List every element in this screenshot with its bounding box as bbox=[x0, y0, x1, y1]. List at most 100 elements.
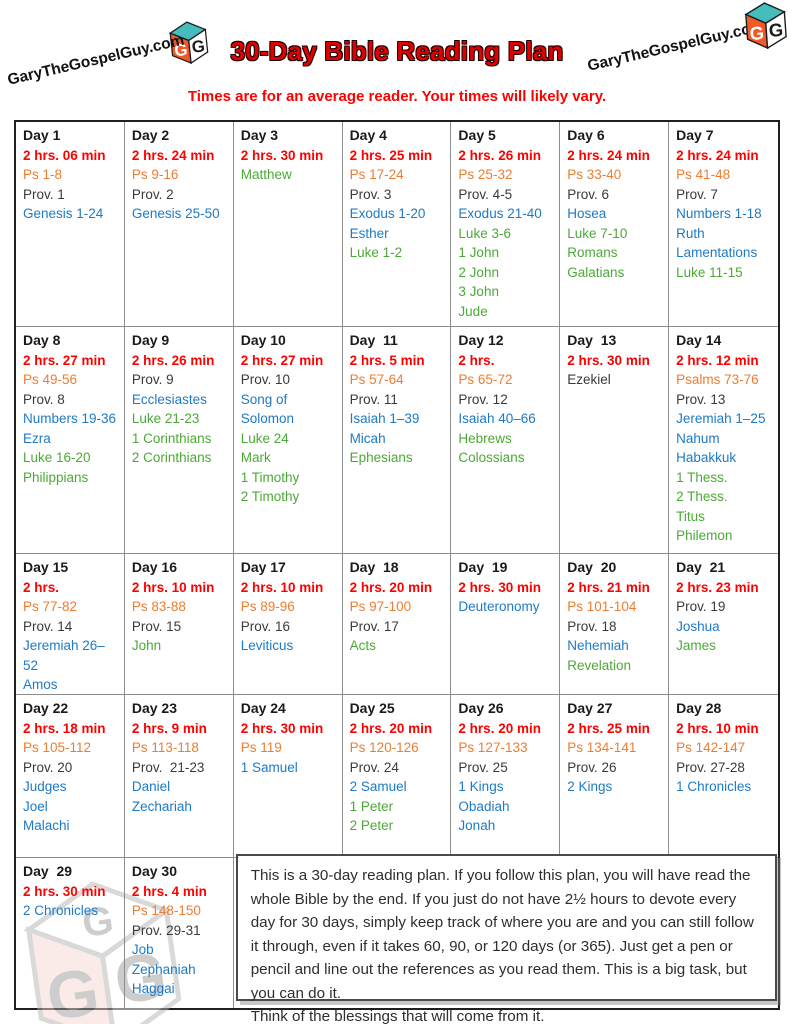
reading-reference: 2 Corinthians bbox=[131, 450, 212, 465]
reading-reference: Prov. 15 bbox=[131, 618, 182, 634]
day-label: Day 26 bbox=[458, 700, 504, 716]
reading-reference: Amos bbox=[23, 677, 58, 692]
reading-reference: Ecclesiastes bbox=[131, 391, 207, 407]
day-label: Day 10 bbox=[240, 332, 286, 348]
reading-time: 2 hrs. 30 min bbox=[567, 352, 650, 368]
reading-reference: Prov. 13 bbox=[676, 391, 726, 407]
reading-reference: Genesis 1-24 bbox=[23, 206, 104, 221]
reading-reference: Ps 1-8 bbox=[23, 167, 63, 182]
reading-time: 2 hrs. 30 min bbox=[240, 147, 324, 163]
reading-reference: Obadiah bbox=[458, 798, 510, 814]
reading-reference: Ps 33-40 bbox=[567, 167, 622, 182]
reading-reference: Ps 83-88 bbox=[131, 599, 186, 614]
day-label: Day 14 bbox=[676, 332, 722, 348]
reading-plan-table: G G G Day 1 2 hrs. 06 min Ps 1-8 Prov. 1 Gen… bbox=[14, 120, 780, 1024]
reading-reference: Revelation bbox=[567, 657, 632, 673]
reading-reference: Ps 113-118 bbox=[131, 740, 199, 755]
plan-note: This is a 30-day reading plan. If you fo… bbox=[235, 854, 777, 1024]
svg-text:G: G bbox=[749, 22, 765, 44]
day-cell-26: Day 26 2 hrs. 20 min Ps 127-133 Prov. 25 1 K… bbox=[451, 695, 561, 858]
reading-reference: 2 Samuel bbox=[349, 779, 407, 794]
reading-time: 2 hrs. 18 min bbox=[23, 720, 106, 736]
svg-text:G: G bbox=[79, 898, 116, 946]
day-cell-24: Day 24 2 hrs. 30 min Ps 119 1 Samuel bbox=[233, 695, 343, 858]
day-cell-30: Day 30 2 hrs. 4 min Ps 148-150 Prov. 29-31 J… bbox=[125, 858, 234, 1008]
reading-reference: Prov. 12 bbox=[458, 391, 508, 407]
reading-reference: Titus bbox=[676, 508, 705, 524]
reading-reference: Isaiah 1–39 bbox=[349, 411, 420, 426]
svg-text:G: G bbox=[191, 37, 206, 57]
reading-reference: James bbox=[676, 638, 716, 653]
reading-reference: 1 Corinthians bbox=[131, 430, 212, 446]
day-label: Day 11 bbox=[349, 332, 398, 348]
day-cell-19: Day 19 2 hrs. 30 min Deuteronomy bbox=[451, 554, 561, 695]
day-label: Day 24 bbox=[240, 700, 286, 716]
reading-time: 2 hrs. 26 min bbox=[131, 352, 215, 368]
reading-reference: Prov. 29-31 bbox=[131, 922, 201, 938]
reading-reference: Ps 17-24 bbox=[349, 167, 404, 182]
day-label: Day 12 bbox=[458, 332, 504, 348]
reading-reference: 2 Chronicles bbox=[23, 903, 99, 918]
day-cell-21: Day 21 2 hrs. 23 min Prov. 19 Joshua James bbox=[669, 554, 778, 695]
reading-reference: Galatians bbox=[567, 264, 625, 280]
reading-time: 2 hrs. 10 min bbox=[240, 579, 324, 595]
reading-reference: Luke 7-10 bbox=[567, 225, 628, 241]
day-label: Day 19 bbox=[458, 559, 508, 575]
day-cell-16: Day 16 2 hrs. 10 min Ps 83-88 Prov. 15 John bbox=[124, 554, 234, 695]
day-label: Day 9 bbox=[131, 332, 170, 348]
reading-reference: Matthew bbox=[240, 167, 292, 182]
day-cell-1: Day 1 2 hrs. 06 min Ps 1-8 Prov. 1 Genesis 1… bbox=[16, 122, 125, 327]
reading-reference: Ps 65-72 bbox=[458, 372, 513, 387]
reading-reference: 1 John bbox=[458, 245, 499, 260]
reading-reference: Prov. 19 bbox=[676, 599, 726, 614]
day-cell-29: Day 29 2 hrs. 30 min 2 Chronicles bbox=[16, 858, 125, 1008]
day-cell-14: Day 14 2 hrs. 12 min Psalms 73-76 Prov. 13 J… bbox=[669, 327, 778, 554]
reading-reference: Ps 77-82 bbox=[23, 599, 78, 614]
day-cell-10: Day 10 2 hrs. 27 min Prov. 10 Song of Solom… bbox=[233, 327, 343, 554]
reading-reference: Prov. 2 bbox=[131, 186, 174, 202]
day-label: Day 3 bbox=[240, 127, 279, 143]
reading-reference: Luke 16-20 bbox=[23, 450, 91, 465]
svg-text:G: G bbox=[768, 19, 784, 41]
reading-reference: Joel bbox=[23, 798, 48, 814]
reading-time: 2 hrs. 25 min bbox=[349, 147, 433, 163]
reading-reference: Deuteronomy bbox=[458, 599, 540, 614]
reading-reference: Ps 97-100 bbox=[349, 599, 412, 614]
reading-reference: Micah bbox=[349, 430, 386, 446]
reading-reference: Philippians bbox=[23, 469, 89, 485]
reading-reference: Prov. 17 bbox=[349, 618, 399, 634]
reading-reference: Luke 1-2 bbox=[349, 245, 403, 260]
reading-reference: Exodus 1-20 bbox=[349, 206, 426, 221]
day-label: Day 2 bbox=[131, 127, 170, 143]
reading-reference: Ps 120-126 bbox=[349, 740, 419, 755]
reading-reference: Acts bbox=[349, 638, 376, 653]
reading-reference: Numbers 1-18 bbox=[676, 206, 762, 221]
reading-time: 2 hrs. bbox=[458, 352, 495, 368]
reading-reference: Zephaniah bbox=[131, 961, 196, 977]
day-cell-17: Day 17 2 hrs. 10 min Ps 89-96 Prov. 16 Levit… bbox=[233, 554, 343, 695]
day-label: Day 27 bbox=[567, 700, 613, 716]
reading-reference: Prov. 3 bbox=[349, 186, 392, 202]
reading-reference: Mark bbox=[240, 450, 271, 465]
reading-reference: Ezekiel bbox=[567, 372, 611, 387]
day-label: Day 18 bbox=[349, 559, 399, 575]
reading-time: 2 hrs. 20 min bbox=[458, 720, 541, 736]
reading-reference: Ps 127-133 bbox=[458, 740, 528, 755]
reading-reference: Ps 57-64 bbox=[349, 372, 404, 387]
reading-time: 2 hrs. 24 min bbox=[567, 147, 650, 163]
note-cell: This is a 30-day reading plan. If you fo… bbox=[234, 854, 778, 1024]
reading-reference: Job bbox=[131, 942, 154, 957]
day-cell-7: Day 7 2 hrs. 24 min Ps 41-48 Prov. 7 Numbers… bbox=[669, 122, 778, 327]
reading-reference: Luke 3-6 bbox=[458, 225, 511, 241]
reading-reference: Prov. 1 bbox=[23, 186, 65, 202]
day-cell-3: Day 3 2 hrs. 30 min Matthew bbox=[233, 122, 343, 327]
reading-reference: Habakkuk bbox=[676, 450, 737, 465]
svg-text:G: G bbox=[42, 955, 103, 1024]
reading-reference: Prov. 8 bbox=[23, 391, 65, 407]
gospel-guy-cube-watermark-icon: G G G bbox=[23, 881, 182, 1024]
reading-reference: Zechariah bbox=[131, 798, 192, 814]
reading-reference: Malachi bbox=[23, 818, 70, 833]
reading-reference: John bbox=[131, 638, 162, 653]
day-cell-5: Day 5 2 hrs. 26 min Ps 25-32 Prov. 4-5 Exodu… bbox=[451, 122, 561, 327]
